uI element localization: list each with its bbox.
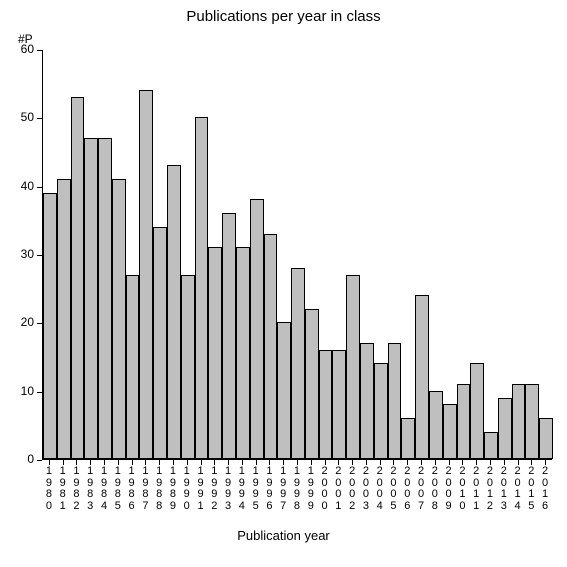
x-tick-label: 2 0 0 0 xyxy=(318,466,332,512)
x-tick-label: 1 9 9 3 xyxy=(221,466,235,512)
x-tick-label: 2 0 0 9 xyxy=(442,466,456,512)
x-tick-label: 1 9 8 1 xyxy=(56,466,70,512)
y-tick xyxy=(37,255,42,256)
y-tick-label: 20 xyxy=(10,315,34,329)
bar xyxy=(208,247,222,459)
x-tick-label: 1 9 8 0 xyxy=(42,466,56,512)
bar xyxy=(360,343,374,459)
x-tick-label: 1 9 9 4 xyxy=(235,466,249,512)
bar xyxy=(167,165,181,459)
bar xyxy=(525,384,539,459)
x-axis-label: Publication year xyxy=(0,528,567,543)
x-tick-label: 1 9 8 5 xyxy=(111,466,125,512)
bar xyxy=(264,234,278,460)
x-tick-label: 1 9 9 0 xyxy=(180,466,194,512)
x-tick-label: 1 9 9 7 xyxy=(276,466,290,512)
bar xyxy=(305,309,319,459)
bar xyxy=(71,97,85,459)
x-tick-label: 1 9 8 9 xyxy=(166,466,180,512)
x-tick-label: 2 0 0 6 xyxy=(400,466,414,512)
bar xyxy=(112,179,126,459)
x-tick-label: 2 0 0 1 xyxy=(331,466,345,512)
chart-container: Publications per year in class #P Public… xyxy=(0,0,567,567)
x-tick-label: 1 9 8 2 xyxy=(70,466,84,512)
bar xyxy=(429,391,443,459)
bar xyxy=(457,384,471,459)
x-tick-label: 1 9 9 5 xyxy=(249,466,263,512)
bar xyxy=(484,432,498,459)
x-tick-label: 1 9 9 1 xyxy=(194,466,208,512)
x-tick-label: 1 9 8 7 xyxy=(138,466,152,512)
y-tick-label: 60 xyxy=(10,42,34,56)
bar xyxy=(332,350,346,459)
x-tick-label: 1 9 9 9 xyxy=(304,466,318,512)
bar xyxy=(512,384,526,459)
bar xyxy=(415,295,429,459)
bar xyxy=(153,227,167,459)
x-tick-label: 2 0 1 3 xyxy=(497,466,511,512)
y-tick-label: 30 xyxy=(10,247,34,261)
y-tick-label: 40 xyxy=(10,179,34,193)
plot-area xyxy=(42,50,552,460)
y-tick xyxy=(37,392,42,393)
x-tick-label: 2 0 0 4 xyxy=(373,466,387,512)
x-tick-label: 2 0 0 3 xyxy=(359,466,373,512)
x-tick-label: 2 0 1 6 xyxy=(538,466,552,512)
x-tick-label: 1 9 9 8 xyxy=(290,466,304,512)
x-tick-label: 2 0 1 0 xyxy=(456,466,470,512)
y-tick-label: 10 xyxy=(10,384,34,398)
bar xyxy=(346,275,360,460)
x-tick-label: 1 9 9 6 xyxy=(263,466,277,512)
bar xyxy=(84,138,98,459)
bar xyxy=(470,363,484,459)
x-tick-label: 1 9 8 3 xyxy=(83,466,97,512)
bar xyxy=(126,275,140,460)
x-tick-label: 2 0 1 1 xyxy=(469,466,483,512)
bar xyxy=(98,138,112,459)
bar xyxy=(57,179,71,459)
x-tick-label: 1 9 8 6 xyxy=(125,466,139,512)
bar xyxy=(319,350,333,459)
bar xyxy=(443,404,457,459)
bar xyxy=(291,268,305,459)
y-tick xyxy=(37,50,42,51)
x-tick-label: 2 0 1 5 xyxy=(524,466,538,512)
bar xyxy=(539,418,553,459)
y-tick-label: 50 xyxy=(10,110,34,124)
x-tick-label: 1 9 9 2 xyxy=(207,466,221,512)
bar xyxy=(374,363,388,459)
y-tick-label: 0 xyxy=(10,452,34,466)
bar xyxy=(222,213,236,459)
y-tick xyxy=(37,460,42,461)
bar xyxy=(181,275,195,460)
bar xyxy=(43,193,57,460)
y-tick xyxy=(37,187,42,188)
bar xyxy=(277,322,291,459)
y-tick xyxy=(37,323,42,324)
bar xyxy=(498,398,512,460)
bar xyxy=(388,343,402,459)
chart-title: Publications per year in class xyxy=(0,8,567,25)
bar xyxy=(139,90,153,459)
x-tick-label: 2 0 1 4 xyxy=(511,466,525,512)
x-tick-label: 1 9 8 8 xyxy=(152,466,166,512)
x-tick-label: 2 0 0 8 xyxy=(428,466,442,512)
bar xyxy=(250,199,264,459)
x-tick-label: 1 9 8 4 xyxy=(97,466,111,512)
x-tick-label: 2 0 0 2 xyxy=(345,466,359,512)
bar xyxy=(195,117,209,459)
y-tick xyxy=(37,118,42,119)
x-tick-label: 2 0 1 2 xyxy=(483,466,497,512)
bar xyxy=(401,418,415,459)
x-tick-label: 2 0 0 7 xyxy=(414,466,428,512)
bar xyxy=(236,247,250,459)
x-tick-label: 2 0 0 5 xyxy=(387,466,401,512)
